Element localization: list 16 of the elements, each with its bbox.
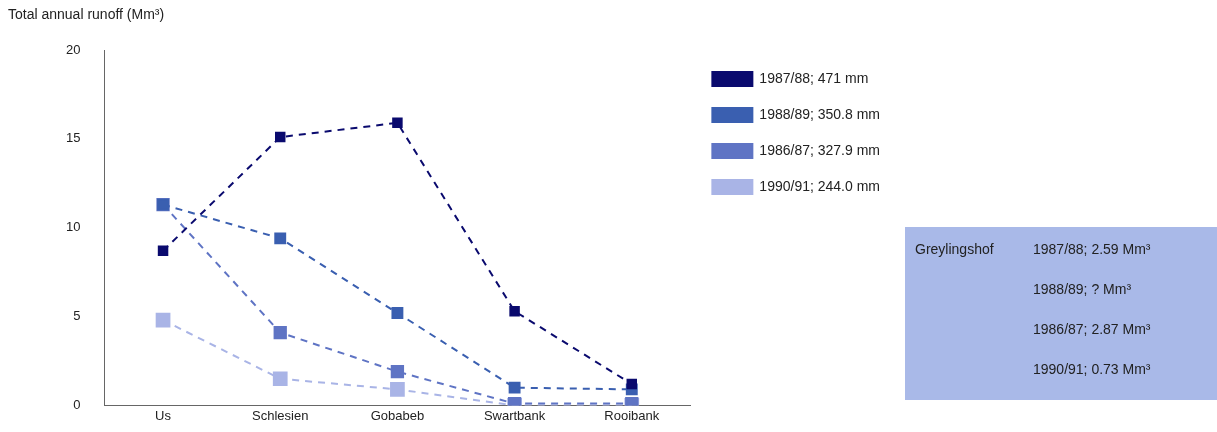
x-tick-label: Swartbank	[483, 407, 546, 423]
legend-label: 1987/88; 471 mm	[759, 69, 869, 86]
y-tick-label: 5	[73, 308, 81, 324]
x-tick-label: Gobabeb	[370, 407, 425, 423]
y-tick-label: 15	[65, 130, 81, 146]
legend-label: 1986/87; 327.9 mm	[759, 141, 881, 158]
legend-label: 1988/89; 350.8 mm	[759, 105, 881, 122]
legend-label: 1990/91; 244.0 mm	[759, 177, 881, 194]
y-tick-label: 0	[73, 396, 81, 412]
x-tick-label: Us	[155, 407, 172, 423]
y-axis-title: Total annual runoff (Mm³)	[8, 5, 165, 22]
x-tick-label: Schlesien	[252, 407, 309, 423]
y-tick-label: 20	[65, 41, 81, 57]
x-tick-label: Rooibank	[604, 407, 660, 423]
y-tick-label: 10	[65, 219, 81, 235]
note-box: Greylingshof 1987/88; 2.59 Mm³ 1988/89; ? Mm³ 1986/87; 2.87 Mm³ 1990/91; 0.73 Mm³	[905, 227, 1217, 400]
